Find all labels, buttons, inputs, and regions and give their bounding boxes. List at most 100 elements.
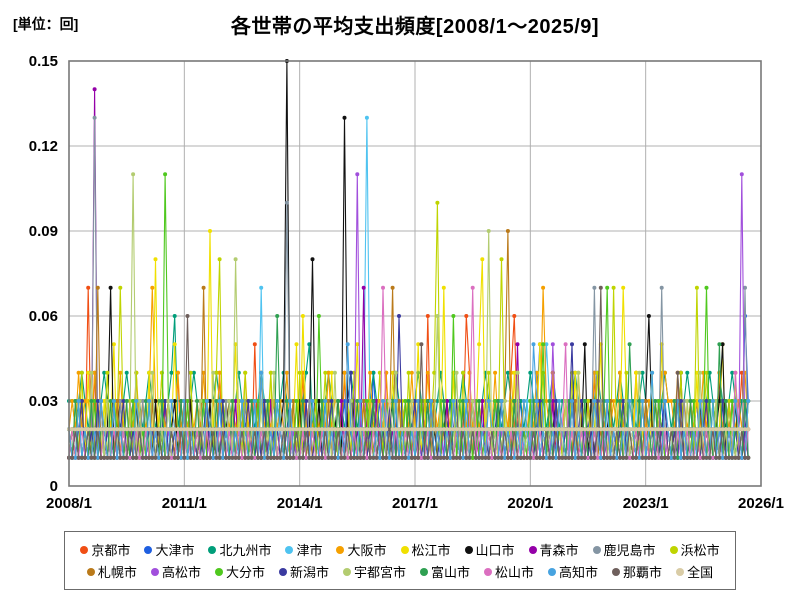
data-point — [198, 455, 203, 460]
data-point — [621, 427, 626, 432]
data-point — [448, 427, 453, 432]
data-point — [76, 370, 81, 375]
data-point — [310, 455, 315, 460]
data-point — [284, 455, 289, 460]
data-point — [637, 370, 642, 375]
legend-marker-icon — [80, 545, 89, 554]
legend-marker-icon — [420, 567, 428, 576]
data-point — [393, 399, 398, 403]
data-point — [409, 427, 414, 432]
data-point — [390, 285, 395, 290]
data-point — [470, 427, 475, 432]
data-point — [432, 455, 437, 460]
data-point — [643, 427, 648, 432]
data-point — [707, 399, 712, 403]
data-point — [252, 399, 257, 403]
x-tick-label: 2017/1 — [392, 495, 438, 512]
data-point — [159, 399, 164, 403]
data-point — [323, 370, 328, 375]
data-point — [669, 455, 674, 460]
data-point — [208, 229, 212, 233]
data-point — [493, 427, 498, 432]
data-point — [560, 427, 565, 432]
data-point — [685, 427, 690, 432]
data-point — [265, 455, 270, 460]
page-title: 各世帯の平均支出頻度[2008/1～2025/9] — [230, 16, 600, 38]
data-point — [115, 399, 120, 403]
y-tick-label: 0.15 — [29, 53, 58, 70]
data-point — [688, 399, 693, 403]
data-point — [121, 455, 126, 460]
data-point — [153, 427, 158, 432]
data-point — [477, 399, 482, 403]
data-point — [268, 455, 273, 460]
data-point — [502, 427, 507, 432]
legend-label: 札幌市 — [97, 565, 137, 580]
data-point — [70, 399, 75, 403]
data-point — [624, 427, 629, 432]
data-point — [345, 342, 350, 347]
data-point — [345, 455, 350, 460]
data-point — [554, 455, 558, 460]
data-point — [92, 370, 97, 375]
legend-marker-icon — [612, 567, 621, 576]
data-point — [521, 399, 526, 403]
data-point — [233, 427, 238, 432]
legend-item: 大阪市 — [336, 540, 387, 559]
data-point — [602, 455, 606, 460]
data-point — [131, 455, 136, 460]
data-point — [419, 455, 424, 460]
data-point — [361, 427, 366, 432]
data-point — [534, 455, 539, 460]
legend-marker-icon — [484, 567, 493, 576]
legend: 京都市 大津市 北九州市 津市 大阪市 松江市 山口市 青森市 鹿児島市 浜松市 札幌市 高松市 大分市… — [64, 531, 736, 590]
data-point — [259, 427, 264, 432]
data-point — [156, 455, 161, 460]
data-point — [278, 455, 283, 460]
data-point — [352, 455, 357, 460]
data-point — [198, 399, 203, 403]
data-point — [685, 370, 690, 375]
data-point — [79, 427, 84, 432]
data-point — [272, 455, 276, 460]
data-point — [92, 87, 97, 92]
data-point — [541, 455, 546, 460]
legend-label: 大阪市 — [347, 543, 387, 558]
data-point — [381, 455, 385, 460]
legend-item: 札幌市 — [86, 562, 137, 581]
data-point — [397, 455, 401, 460]
data-point — [537, 399, 542, 403]
data-point — [646, 455, 651, 460]
series-markers — [67, 285, 751, 460]
data-point — [163, 172, 168, 177]
data-point — [300, 455, 305, 460]
data-point — [371, 370, 376, 375]
data-point — [605, 399, 610, 403]
data-point — [240, 399, 244, 403]
data-point — [304, 399, 309, 403]
data-point — [730, 370, 735, 375]
data-point — [150, 370, 155, 375]
data-point — [743, 427, 747, 432]
data-point — [435, 427, 440, 432]
data-point — [637, 427, 642, 432]
data-point — [451, 399, 456, 403]
data-point — [582, 427, 587, 432]
data-point — [233, 455, 238, 460]
x-tick-label: 2026/1 — [738, 495, 784, 512]
data-point — [246, 399, 251, 403]
data-point — [387, 427, 392, 432]
data-point — [598, 455, 603, 460]
data-point — [153, 257, 158, 262]
data-point — [368, 455, 373, 460]
data-point — [323, 427, 328, 432]
legend-item: 津市 — [285, 540, 322, 559]
data-point — [73, 399, 78, 403]
data-point — [464, 455, 469, 460]
data-point — [566, 455, 571, 460]
data-point — [294, 399, 299, 403]
data-point — [499, 399, 504, 403]
data-point — [265, 427, 270, 432]
data-point — [111, 399, 116, 403]
legend-label: 高松市 — [161, 565, 201, 580]
